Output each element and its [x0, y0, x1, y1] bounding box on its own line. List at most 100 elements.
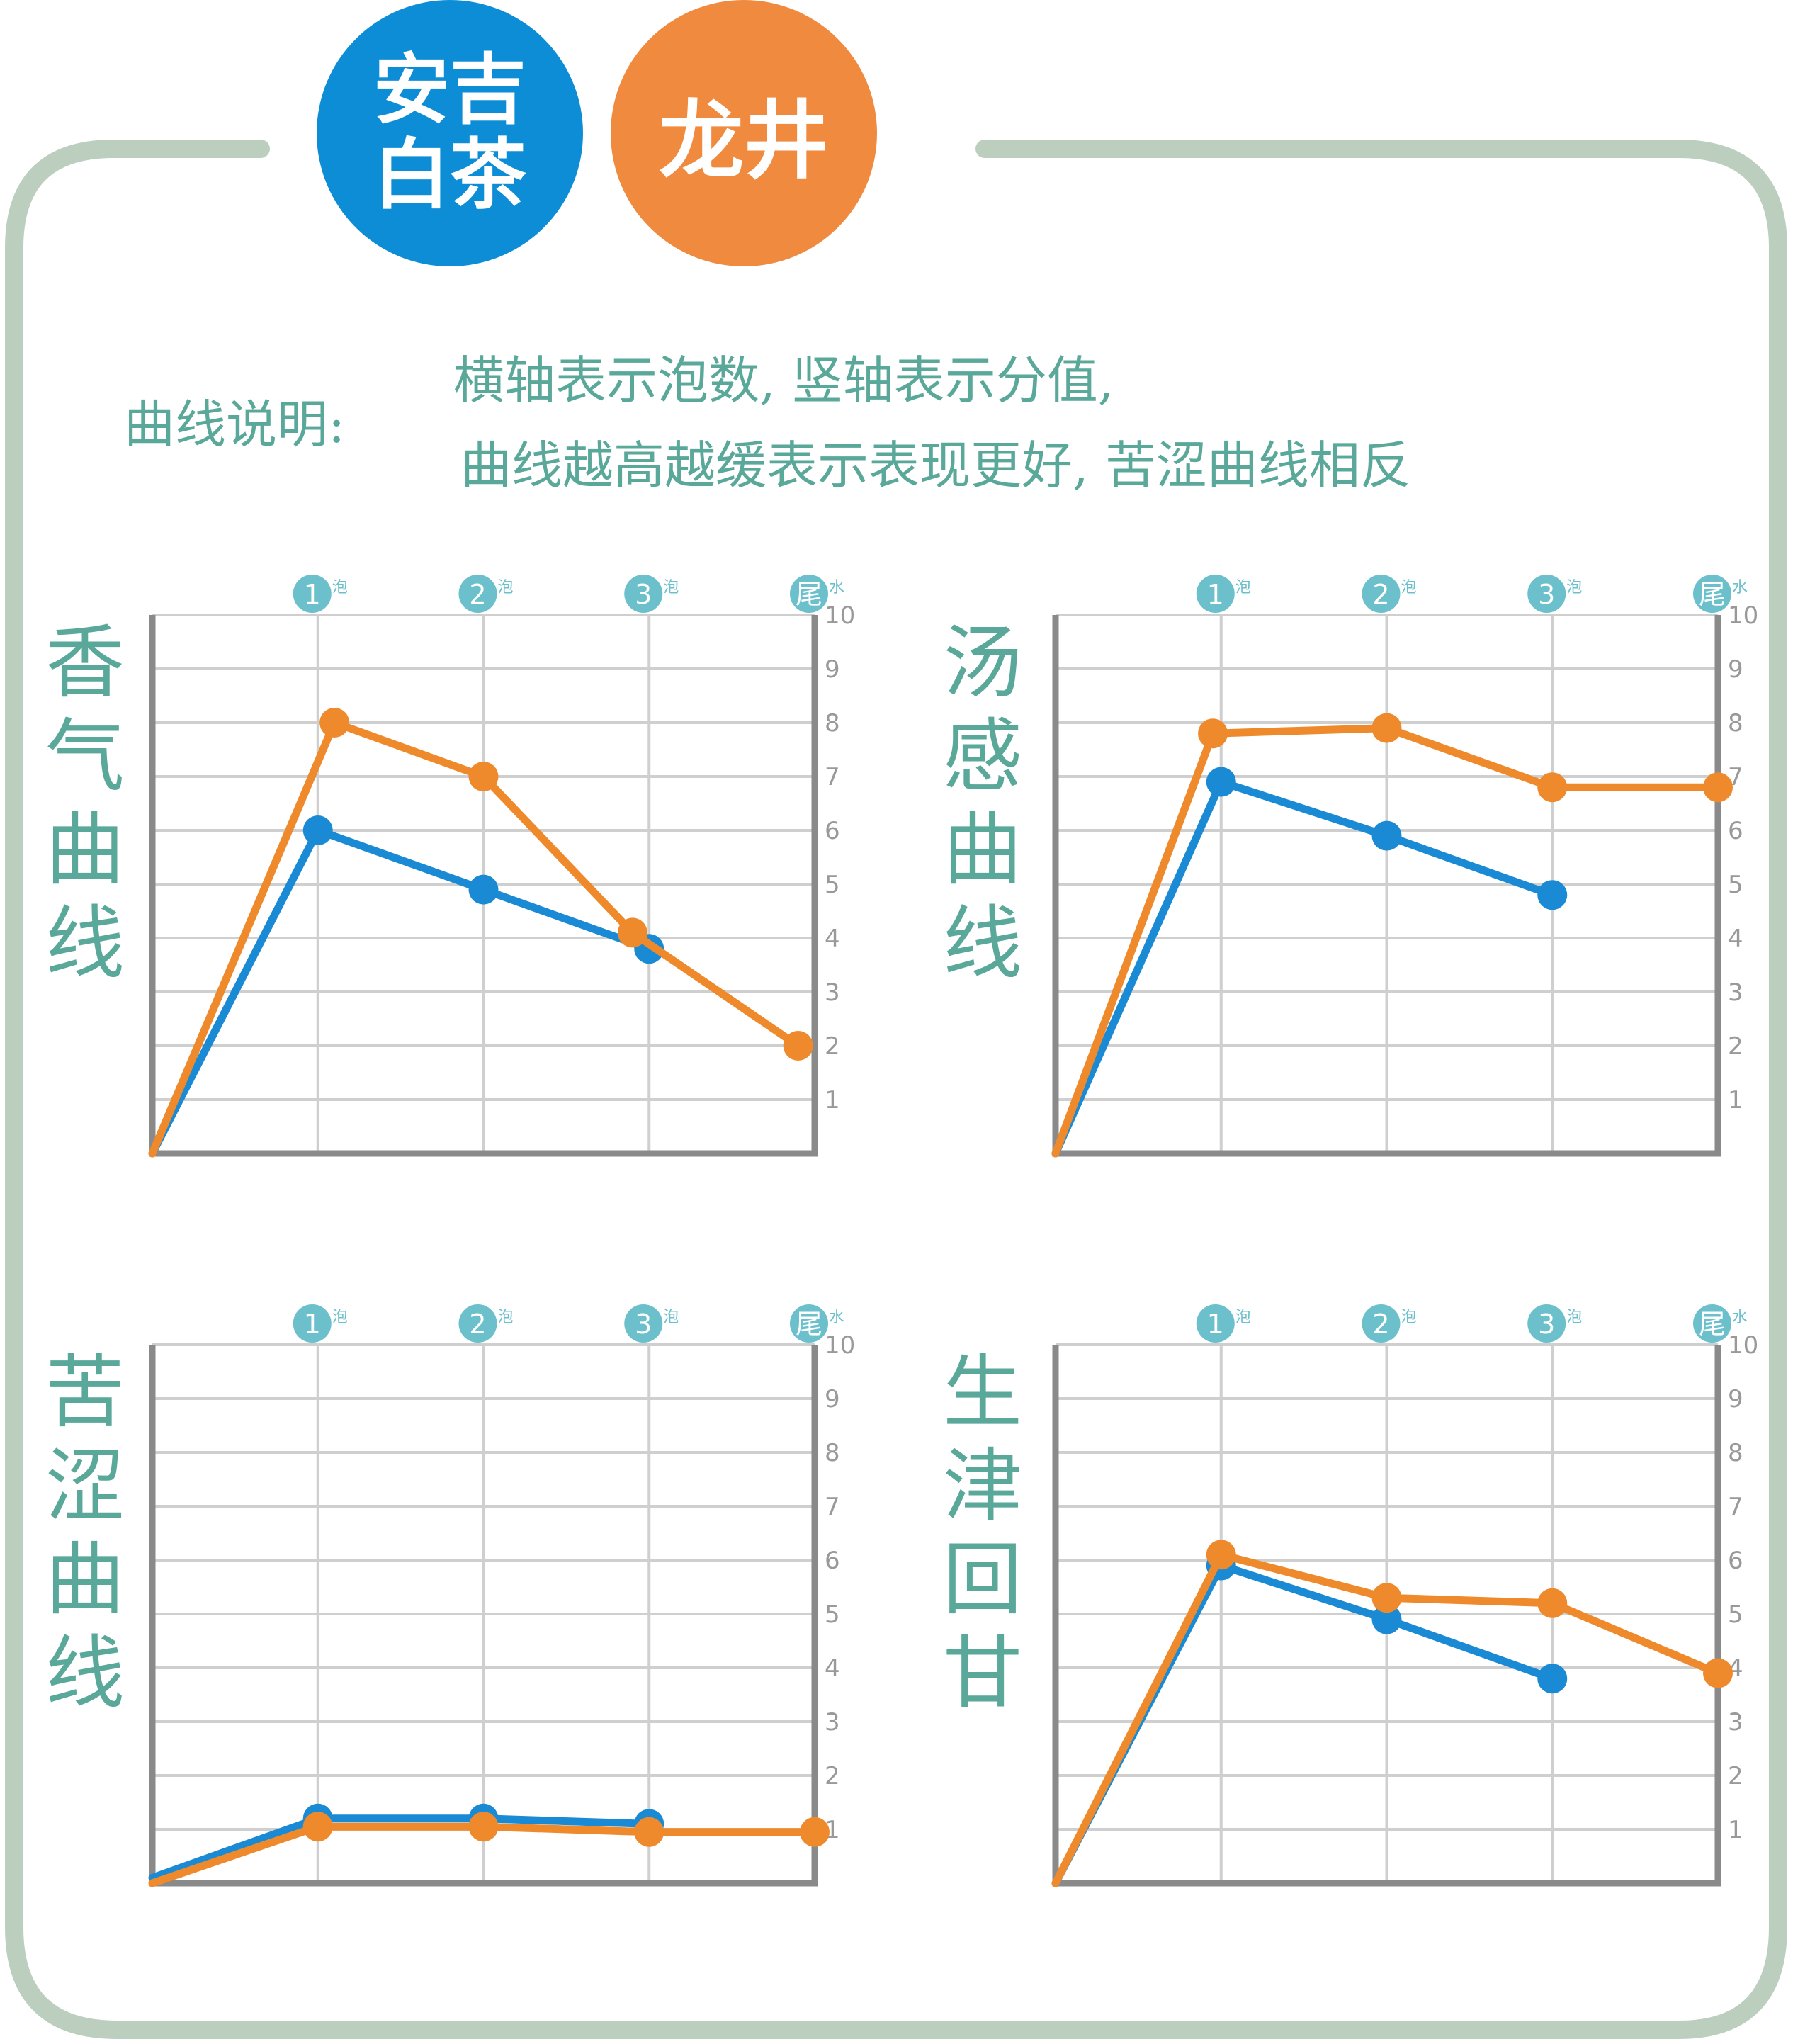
x-tick-number: 1 [1207, 579, 1224, 610]
x-tick-number: 尾 [1699, 579, 1726, 610]
y-tick-label: 5 [1728, 1600, 1743, 1629]
x-tick-suffix: 泡 [1401, 579, 1417, 597]
y-tick-label: 7 [1728, 1493, 1743, 1521]
x-tick-suffix: 泡 [498, 579, 514, 597]
x-tick-suffix: 泡 [1401, 1309, 1417, 1326]
x-tick-suffix: 泡 [663, 1309, 679, 1326]
note-line-1: 横轴表示泡数, 竖轴表示分值, [453, 351, 1114, 410]
chart-title-bitterness: 苦涩曲线 [45, 1347, 125, 1720]
x-tick-suffix: 泡 [332, 1309, 348, 1326]
y-tick-label: 3 [1728, 1708, 1743, 1737]
x-tick-number: 1 [304, 1309, 321, 1340]
y-tick-label: 10 [825, 1331, 855, 1360]
chart-aroma: 123456789101 泡 2 泡 3 泡尾水 [148, 575, 855, 1158]
x-tick-number: 尾 [796, 579, 822, 610]
x-tick-badge [624, 1304, 663, 1343]
x-tick-suffix: 泡 [1235, 1309, 1251, 1326]
series-line-anji [148, 1814, 653, 1882]
x-tick-badge [790, 575, 828, 613]
series-point-longjing [319, 708, 350, 738]
y-tick-label: 8 [1728, 709, 1743, 738]
series-point-longjing [1198, 718, 1228, 749]
y-tick-label: 4 [825, 1654, 840, 1683]
x-tick-badge [790, 1304, 828, 1343]
x-tick-number: 2 [469, 579, 486, 610]
x-tick-number: 1 [304, 579, 321, 610]
legend-longjing-badge: 龙井 [611, 0, 877, 266]
x-tick-badge [458, 575, 497, 613]
series-point-anji [1537, 880, 1568, 910]
x-tick-badge [458, 1304, 497, 1343]
x-tick-number: 3 [635, 1309, 652, 1340]
x-tick-badge [1196, 575, 1235, 613]
y-tick-label: 9 [825, 1385, 840, 1413]
series-point-anji [1371, 1604, 1402, 1634]
y-tick-label: 6 [1728, 817, 1743, 845]
series-point-longjing [1371, 1583, 1402, 1613]
y-tick-label: 10 [1728, 602, 1758, 630]
y-tick-label: 10 [1728, 1331, 1758, 1360]
y-tick-label: 4 [825, 925, 840, 953]
x-tick-badge [293, 1304, 332, 1343]
x-tick-number: 2 [1372, 579, 1389, 610]
y-tick-label: 7 [825, 763, 840, 791]
x-tick-badge [293, 575, 332, 613]
x-tick-badge [1527, 1304, 1566, 1343]
series-point-longjing [783, 1031, 813, 1061]
y-tick-label: 3 [825, 978, 840, 1007]
y-tick-label: 10 [825, 602, 855, 630]
chart-bitterness: 123456789101 泡 2 泡 3 泡尾水 [148, 1304, 855, 1887]
legend-anji-badge: 安吉白茶 [317, 0, 583, 266]
legend-anji-label: 安吉白茶 [373, 46, 526, 220]
x-tick-suffix: 泡 [1566, 1309, 1582, 1326]
axis-frame [149, 615, 818, 1157]
series-point-longjing [302, 1812, 333, 1842]
x-tick-number: 1 [1207, 1309, 1224, 1340]
x-tick-number: 3 [1538, 579, 1555, 610]
frame-border-path [5, 140, 1787, 2039]
y-tick-label: 5 [825, 1600, 840, 1629]
series-point-longjing [1537, 772, 1568, 803]
series-point-anji [302, 815, 333, 845]
series-point-longjing [1703, 772, 1733, 803]
y-tick-label: 7 [825, 1493, 840, 1521]
x-tick-suffix: 泡 [1566, 579, 1582, 597]
x-tick-badge [1362, 1304, 1401, 1343]
axis-frame [149, 1345, 818, 1887]
y-tick-label: 1 [1728, 1816, 1743, 1844]
y-tick-label: 3 [1728, 978, 1743, 1007]
x-tick-badge [1693, 1304, 1731, 1343]
series-point-longjing [468, 762, 499, 791]
series-point-longjing [468, 1812, 499, 1842]
x-tick-badge [1527, 575, 1566, 613]
y-tick-label: 8 [1728, 1439, 1743, 1467]
x-tick-number: 2 [469, 1309, 486, 1340]
x-tick-suffix: 泡 [332, 579, 348, 597]
y-tick-label: 8 [825, 1439, 840, 1467]
x-tick-badge [624, 575, 663, 613]
chart-title-aroma: 香气曲线 [45, 617, 125, 990]
y-tick-label: 2 [1728, 1762, 1743, 1790]
series-point-longjing [800, 1817, 830, 1847]
y-tick-label: 6 [825, 817, 840, 845]
series-point-anji [1537, 1664, 1568, 1694]
y-tick-label: 2 [825, 1762, 840, 1790]
x-tick-suffix: 水 [1732, 1309, 1748, 1326]
series-point-longjing [1371, 713, 1402, 743]
x-tick-badge [1693, 575, 1731, 613]
series-point-longjing [1703, 1658, 1733, 1688]
axis-frame [1052, 615, 1721, 1157]
x-tick-suffix: 水 [829, 579, 844, 597]
x-tick-suffix: 泡 [663, 579, 679, 597]
y-tick-label: 6 [825, 1547, 840, 1575]
y-tick-label: 4 [1728, 925, 1743, 953]
note-label: 曲线说明: [124, 395, 346, 454]
y-tick-label: 2 [1728, 1032, 1743, 1061]
chart-mouthfeel: 123456789101 泡 2 泡 3 泡尾水 [1051, 575, 1758, 1158]
y-tick-label: 5 [1728, 871, 1743, 899]
axis-frame [1052, 1345, 1721, 1887]
x-tick-suffix: 泡 [1235, 579, 1251, 597]
x-tick-number: 3 [1538, 1309, 1555, 1340]
x-tick-badge [1196, 1304, 1235, 1343]
y-tick-label: 9 [1728, 655, 1743, 684]
